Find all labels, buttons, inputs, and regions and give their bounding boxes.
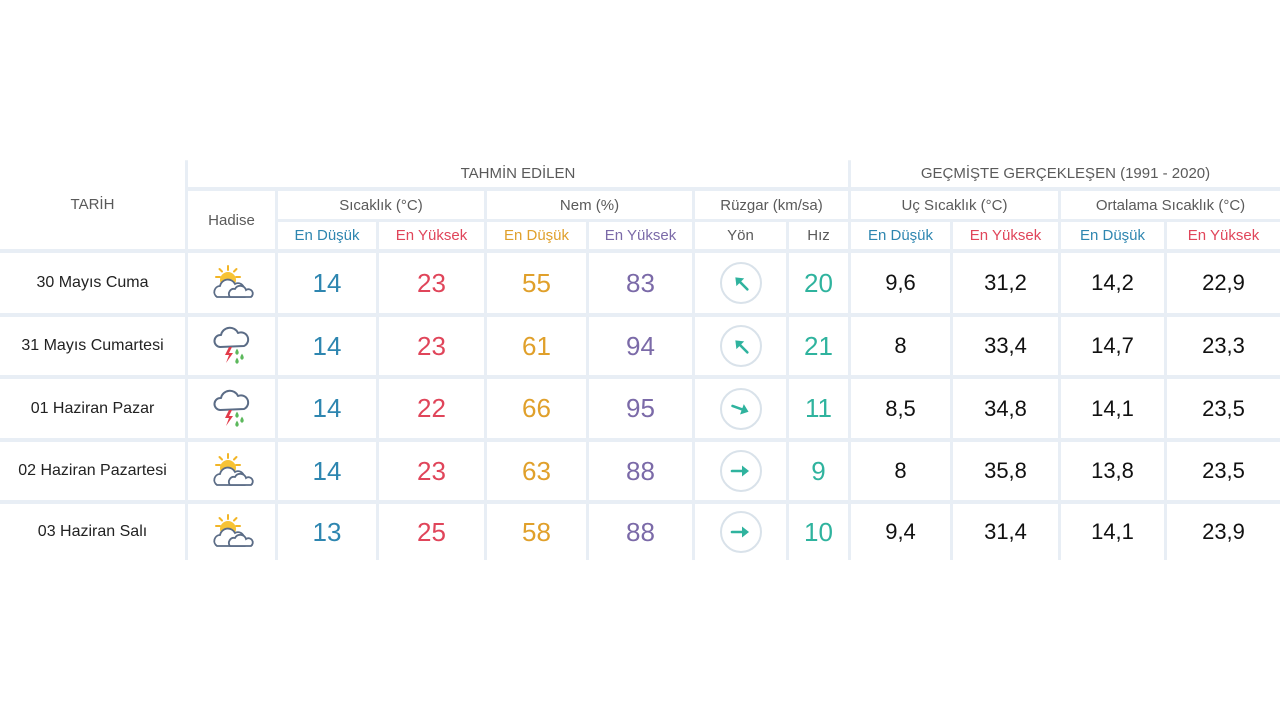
grid-divider: [786, 222, 789, 560]
temp-high-value: 22: [417, 393, 446, 423]
group-header-sicaklik: Sıcaklık (°C): [278, 191, 484, 219]
group-header-nem: Nem (%): [487, 191, 692, 219]
average-high-value: 23,3: [1202, 333, 1245, 358]
partly-cloudy-sun-icon: [188, 442, 275, 500]
row-date: 03 Haziran Salı: [37, 523, 148, 540]
group-header-ortalama-sicaklik: Ortalama Sıcaklık (°C): [1061, 191, 1280, 219]
grid-divider: [586, 222, 589, 560]
extreme-high-value: 34,8: [984, 395, 1027, 421]
wind-direction-cell: [695, 379, 786, 438]
grid-divider: [1164, 222, 1167, 560]
humidity-low-value: 63: [522, 455, 551, 486]
temp-high-value: 23: [417, 267, 446, 298]
north-west-wind-arrow-icon: [719, 387, 762, 430]
grid-divider: [0, 375, 1280, 379]
wind-direction-cell: [695, 317, 786, 375]
wind-speed-value: 11: [805, 393, 832, 423]
extreme-low-value: 9,4: [885, 519, 916, 544]
subheader-ort-en-dusuk: En Düşük: [1079, 227, 1146, 244]
temp-low-value: 14: [312, 267, 342, 298]
humidity-high-value: 88: [626, 516, 655, 547]
average-high-value: 23,5: [1202, 395, 1245, 421]
grid-divider: [0, 249, 1280, 253]
thunderstorm-rain-icon: [188, 317, 275, 375]
wind-speed-value: 9: [811, 455, 826, 486]
grid-divider: [185, 160, 188, 560]
group-header-ruzgar: Rüzgar (km/sa): [695, 191, 848, 219]
humidity-low-value: 61: [522, 330, 551, 361]
subheader-nem-en-yuksek: En Yüksek: [604, 227, 677, 244]
average-low-value: 14,1: [1091, 519, 1134, 544]
humidity-high-value: 83: [626, 267, 655, 298]
row-date: 30 Mayıs Cuma: [36, 274, 149, 291]
subheader-sicaklik-en-yuksek: En Yüksek: [395, 227, 468, 244]
subheader-ort-en-yuksek: En Yüksek: [1187, 227, 1260, 244]
humidity-high-value: 88: [626, 455, 655, 486]
extreme-low-value: 8: [894, 458, 907, 483]
weather-forecast-table: TARİH TAHMİN EDİLEN GEÇMİŞTE GERÇEKLEŞEN…: [0, 160, 1280, 560]
wind-direction-cell: [695, 504, 786, 560]
average-high-value: 23,5: [1202, 458, 1245, 483]
humidity-high-value: 95: [626, 393, 655, 423]
grid-divider: [950, 222, 953, 560]
wind-direction-cell: [695, 442, 786, 500]
wind-direction-cell: [695, 253, 786, 313]
extreme-low-value: 9,6: [885, 270, 916, 295]
average-high-value: 22,9: [1202, 270, 1245, 295]
extreme-high-value: 33,4: [984, 333, 1027, 358]
partly-cloudy-sun-icon: [188, 253, 275, 313]
grid-divider: [186, 187, 1280, 191]
group-header-tahmin: TAHMİN EDİLEN: [188, 160, 848, 187]
subheader-sicaklik-en-dusuk: En Düşük: [294, 227, 360, 244]
grid-divider: [848, 160, 851, 560]
partly-cloudy-sun-icon: [188, 504, 275, 560]
west-wind-arrow-icon: [719, 450, 762, 492]
average-low-value: 14,7: [1091, 333, 1134, 358]
west-wind-arrow-icon: [719, 511, 762, 553]
subheader-ruzgar-yon: Yön: [727, 227, 754, 244]
temp-low-value: 14: [312, 393, 342, 423]
grid-divider: [0, 438, 1280, 442]
extreme-high-value: 35,8: [984, 458, 1027, 483]
grid-divider: [0, 313, 1280, 317]
subheader-uc-en-dusuk: En Düşük: [867, 227, 934, 244]
subheader-ruzgar-hiz: Hız: [807, 227, 830, 244]
column-header-hadise: Hadise: [188, 191, 275, 249]
grid-divider: [0, 500, 1280, 504]
row-date: 01 Haziran Pazar: [30, 399, 155, 417]
subheader-nem-en-dusuk: En Düşük: [503, 227, 570, 244]
humidity-low-value: 66: [522, 393, 551, 423]
extreme-low-value: 8: [894, 333, 907, 358]
humidity-low-value: 58: [522, 516, 551, 547]
temp-low-value: 13: [312, 516, 342, 547]
extreme-low-value: 8,5: [885, 395, 916, 421]
extreme-high-value: 31,2: [984, 270, 1027, 295]
row-date: 02 Haziran Pazartesi: [18, 462, 167, 479]
temp-low-value: 14: [312, 330, 342, 361]
average-high-value: 23,9: [1202, 519, 1245, 544]
grid-divider: [376, 222, 379, 560]
group-header-gecmis: GEÇMİŞTE GERÇEKLEŞEN (1991 - 2020): [851, 160, 1280, 187]
extreme-high-value: 31,4: [984, 519, 1027, 544]
grid-divider: [276, 219, 1280, 222]
wind-speed-value: 21: [804, 330, 833, 361]
wind-speed-value: 20: [804, 267, 833, 298]
average-low-value: 14,1: [1091, 395, 1134, 421]
row-date: 31 Mayıs Cumartesi: [21, 337, 164, 354]
column-header-tarih: TARİH: [0, 160, 185, 249]
north-east-wind-arrow-icon: [719, 325, 762, 367]
thunderstorm-rain-icon: [188, 379, 275, 438]
humidity-high-value: 94: [626, 330, 655, 361]
average-low-value: 13,8: [1091, 458, 1134, 483]
temp-low-value: 14: [312, 455, 342, 486]
wind-speed-value: 10: [804, 516, 833, 547]
group-header-uc-sicaklik: Uç Sıcaklık (°C): [851, 191, 1058, 219]
average-low-value: 14,2: [1091, 270, 1134, 295]
temp-high-value: 23: [417, 455, 446, 486]
temp-high-value: 25: [417, 516, 446, 547]
humidity-low-value: 55: [522, 267, 551, 298]
temp-high-value: 23: [417, 330, 446, 361]
subheader-uc-en-yuksek: En Yüksek: [969, 227, 1042, 244]
north-east-wind-arrow-icon: [719, 262, 762, 304]
